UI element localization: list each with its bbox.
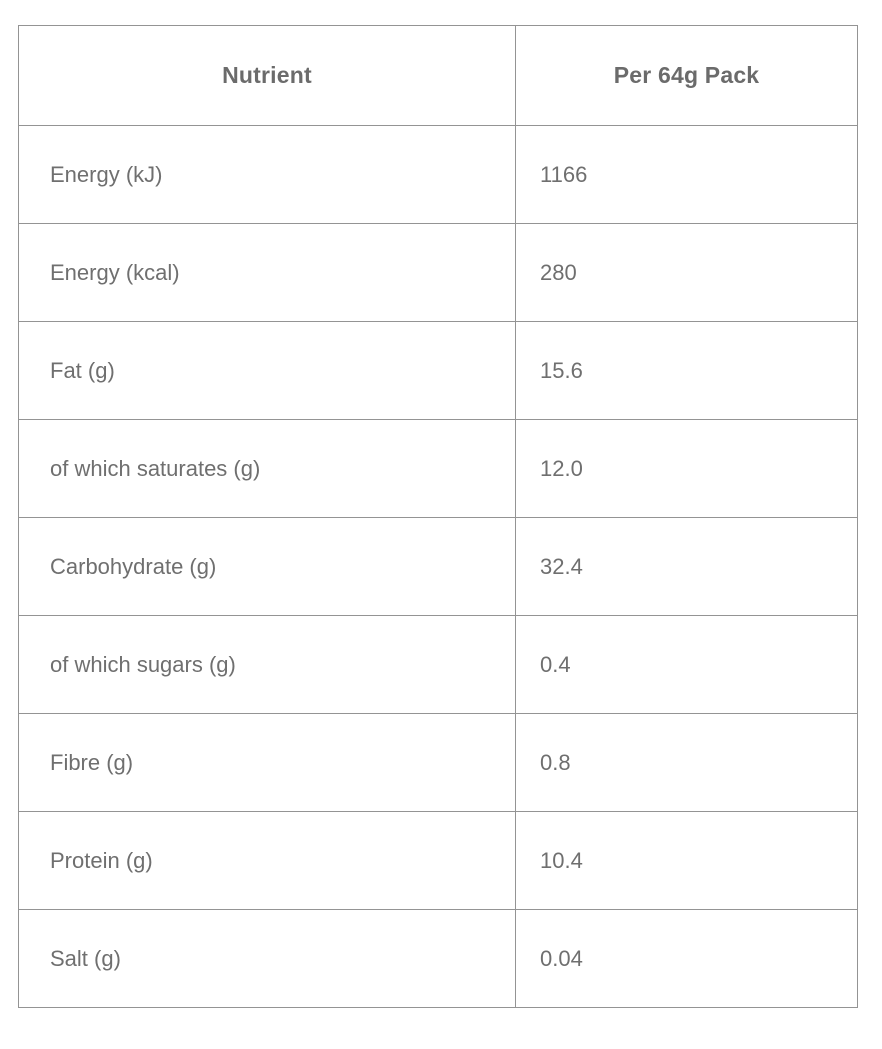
column-header-per-pack: Per 64g Pack <box>515 25 858 126</box>
table-row: Fibre (g) 0.8 <box>18 713 858 812</box>
nutrition-table: Nutrient Per 64g Pack Energy (kJ) 1166 E… <box>18 25 858 1008</box>
table-row: Energy (kcal) 280 <box>18 223 858 322</box>
table-row: Protein (g) 10.4 <box>18 811 858 910</box>
table-row: of which saturates (g) 12.0 <box>18 419 858 518</box>
nutrient-value: 15.6 <box>515 321 858 420</box>
nutrient-label: Protein (g) <box>18 811 516 910</box>
table-row: of which sugars (g) 0.4 <box>18 615 858 714</box>
nutrient-value: 1166 <box>515 125 858 224</box>
table-row: Salt (g) 0.04 <box>18 909 858 1008</box>
nutrient-label: Fat (g) <box>18 321 516 420</box>
nutrient-label: of which sugars (g) <box>18 615 516 714</box>
table-row: Energy (kJ) 1166 <box>18 125 858 224</box>
nutrient-label: Energy (kJ) <box>18 125 516 224</box>
column-header-nutrient: Nutrient <box>18 25 516 126</box>
nutrient-value: 0.4 <box>515 615 858 714</box>
nutrient-label: Energy (kcal) <box>18 223 516 322</box>
nutrient-value: 32.4 <box>515 517 858 616</box>
nutrient-label: of which saturates (g) <box>18 419 516 518</box>
nutrient-label: Carbohydrate (g) <box>18 517 516 616</box>
nutrient-value: 10.4 <box>515 811 858 910</box>
nutrient-value: 0.8 <box>515 713 858 812</box>
nutrient-label: Fibre (g) <box>18 713 516 812</box>
table-row: Fat (g) 15.6 <box>18 321 858 420</box>
nutrient-value: 12.0 <box>515 419 858 518</box>
nutrient-value: 280 <box>515 223 858 322</box>
nutrient-value: 0.04 <box>515 909 858 1008</box>
nutrient-label: Salt (g) <box>18 909 516 1008</box>
table-row: Carbohydrate (g) 32.4 <box>18 517 858 616</box>
table-header-row: Nutrient Per 64g Pack <box>18 25 858 126</box>
